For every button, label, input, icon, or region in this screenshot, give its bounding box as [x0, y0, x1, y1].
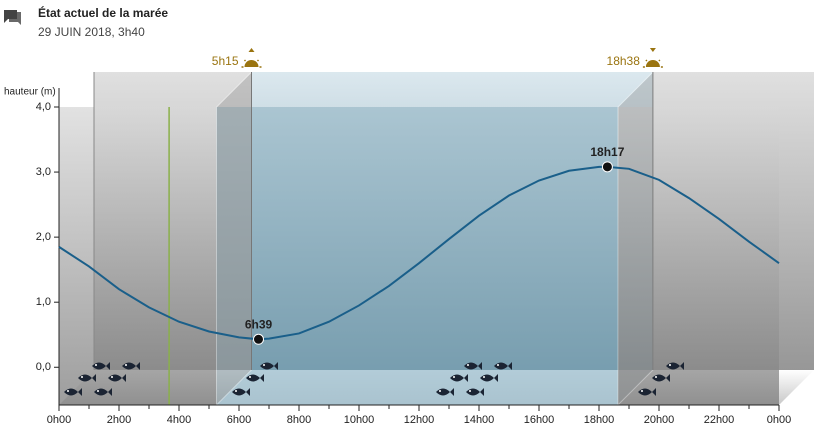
- x-tick-label: 8h00: [287, 414, 311, 426]
- sun-arrow: [649, 48, 656, 52]
- chat-icon: [4, 10, 21, 25]
- x-tick-label: 20h00: [644, 414, 675, 426]
- sun-rays: [642, 59, 663, 68]
- extreme-label: 6h39: [245, 317, 273, 331]
- y-axis-label: hauteur (m): [4, 87, 56, 98]
- sun-label: 5h15: [212, 54, 239, 68]
- back-day: [251, 72, 653, 370]
- day-front: [216, 107, 618, 405]
- y-tick-label: 0,0: [36, 361, 51, 373]
- sun-rays: [241, 59, 262, 68]
- night-front: [617, 107, 779, 405]
- floor-day: [216, 370, 653, 405]
- sun-icon: [241, 48, 262, 68]
- x-tick-label: 0h00: [47, 414, 71, 426]
- sun-icon: [642, 48, 663, 68]
- x-tick-label: 0h00: [767, 414, 791, 426]
- extreme-point: [253, 333, 264, 345]
- y-tick-label: 3,0: [36, 166, 51, 178]
- sun: [645, 60, 660, 67]
- x-tick-label: 22h00: [704, 414, 735, 426]
- extreme-point: [601, 161, 613, 173]
- tide-line: [58, 165, 780, 341]
- title: État actuel de la marée: [38, 5, 168, 20]
- extreme-label: 18h17: [590, 145, 624, 159]
- y-tick-label: 2,0: [36, 231, 51, 243]
- x-tick-label: 2h00: [107, 414, 131, 426]
- panel: [216, 70, 252, 407]
- x-tick-label: 14h00: [464, 414, 495, 426]
- sun: [244, 60, 259, 67]
- y-tick-label: 1,0: [36, 296, 51, 308]
- sun-label: 18h38: [607, 54, 641, 68]
- x-tick-label: 10h00: [344, 414, 375, 426]
- x-tick-label: 18h00: [584, 414, 615, 426]
- x-tick-label: 16h00: [524, 414, 555, 426]
- subtitle: 29 JUIN 2018, 3h40: [38, 25, 145, 39]
- y-tick-label: 4,0: [36, 101, 51, 113]
- x-tick-label: 12h00: [404, 414, 435, 426]
- sun-arrow: [248, 48, 255, 52]
- night-front: [59, 107, 217, 405]
- x-tick-label: 6h00: [227, 414, 251, 426]
- panel: [617, 70, 654, 407]
- x-tick-label: 4h00: [167, 414, 191, 426]
